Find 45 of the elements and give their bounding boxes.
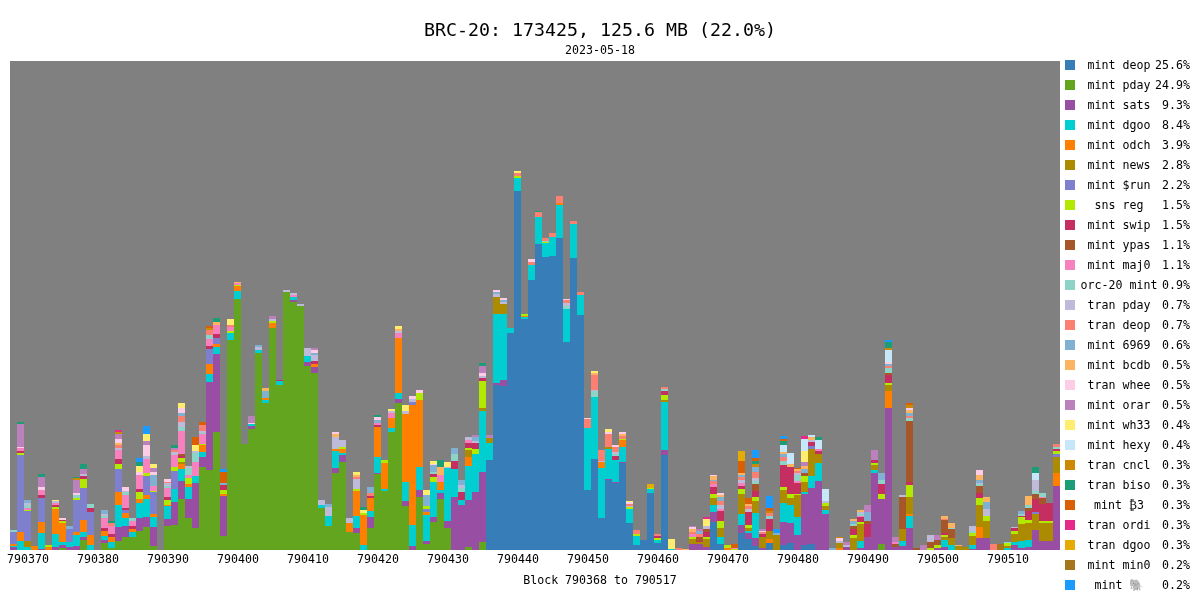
x-tick-label: 790370: [7, 552, 49, 567]
x-tick-label: 790430: [427, 552, 469, 567]
legend-label: mint 6969 0.6%: [1087, 338, 1191, 353]
x-tick-label: 790470: [707, 552, 749, 567]
text: sns reg 1.5%: [1094, 198, 1190, 213]
legend-label: mint sats 9.3%: [1087, 98, 1191, 113]
legend-label: mint pday 24.9%: [1087, 78, 1191, 93]
legend-label: tran cncl 0.3%: [1087, 458, 1191, 473]
x-tick-label: 790420: [357, 552, 399, 567]
legend-label: mint min0 0.2%: [1087, 558, 1191, 573]
x-axis-title: Block 790368 to 790517: [523, 573, 677, 587]
chart-title: BRC-20: 173425, 125.6 MB (22.0%): [423, 19, 777, 40]
legend-label: tran pday 0.7%: [1087, 298, 1191, 313]
x-tick-label: 790450: [567, 552, 609, 567]
legend-label: mint deop 25.6%: [1087, 58, 1191, 73]
legend-label: mint odch 3.9%: [1087, 138, 1191, 153]
legend-label: tran biso 0.3%: [1087, 478, 1191, 493]
legend-label: mint ypas 1.1%: [1087, 238, 1191, 253]
x-tick-label: 790400: [217, 552, 259, 567]
x-tick-label: 790390: [147, 552, 189, 567]
x-tick-label: 790380: [77, 552, 119, 567]
legend-label: mint swip 1.5%: [1087, 218, 1191, 233]
legend-label: mint wh33 0.4%: [1087, 418, 1191, 433]
x-tick-label: 790440: [497, 552, 539, 567]
legend-label: tran dgoo 0.3%: [1087, 538, 1191, 553]
legend-label: tran ordi 0.3%: [1087, 518, 1191, 533]
legend-label: mint $run 2.2%: [1087, 178, 1191, 193]
legend-label: orc-20 mint 0.9%: [1080, 278, 1191, 293]
legend-label: mint news 2.8%: [1087, 158, 1191, 173]
text: mint ₿3 0.3%: [1094, 498, 1190, 513]
legend-label: mint dgoo 8.4%: [1087, 118, 1191, 133]
x-tick-label: 790480: [777, 552, 819, 567]
legend-label: mint bcdb 0.5%: [1087, 358, 1191, 373]
legend-label: mint hexy 0.4%: [1087, 438, 1191, 453]
x-tick-label: 790410: [287, 552, 329, 567]
legend-label: mint maj0 1.1%: [1087, 258, 1191, 273]
x-tick-label: 790490: [847, 552, 889, 567]
legend-label: tran deop 0.7%: [1087, 318, 1191, 333]
x-tick-label: 790460: [637, 552, 679, 567]
legend-label: tran whee 0.5%: [1087, 378, 1191, 393]
legend-label: mint orar 0.5%: [1087, 398, 1191, 413]
x-tick-label: 790500: [917, 552, 959, 567]
chart-subtitle: 2023-05-18: [565, 43, 635, 57]
text: mint 🐘 0.2%: [1094, 578, 1190, 593]
x-tick-label: 790510: [987, 552, 1029, 567]
